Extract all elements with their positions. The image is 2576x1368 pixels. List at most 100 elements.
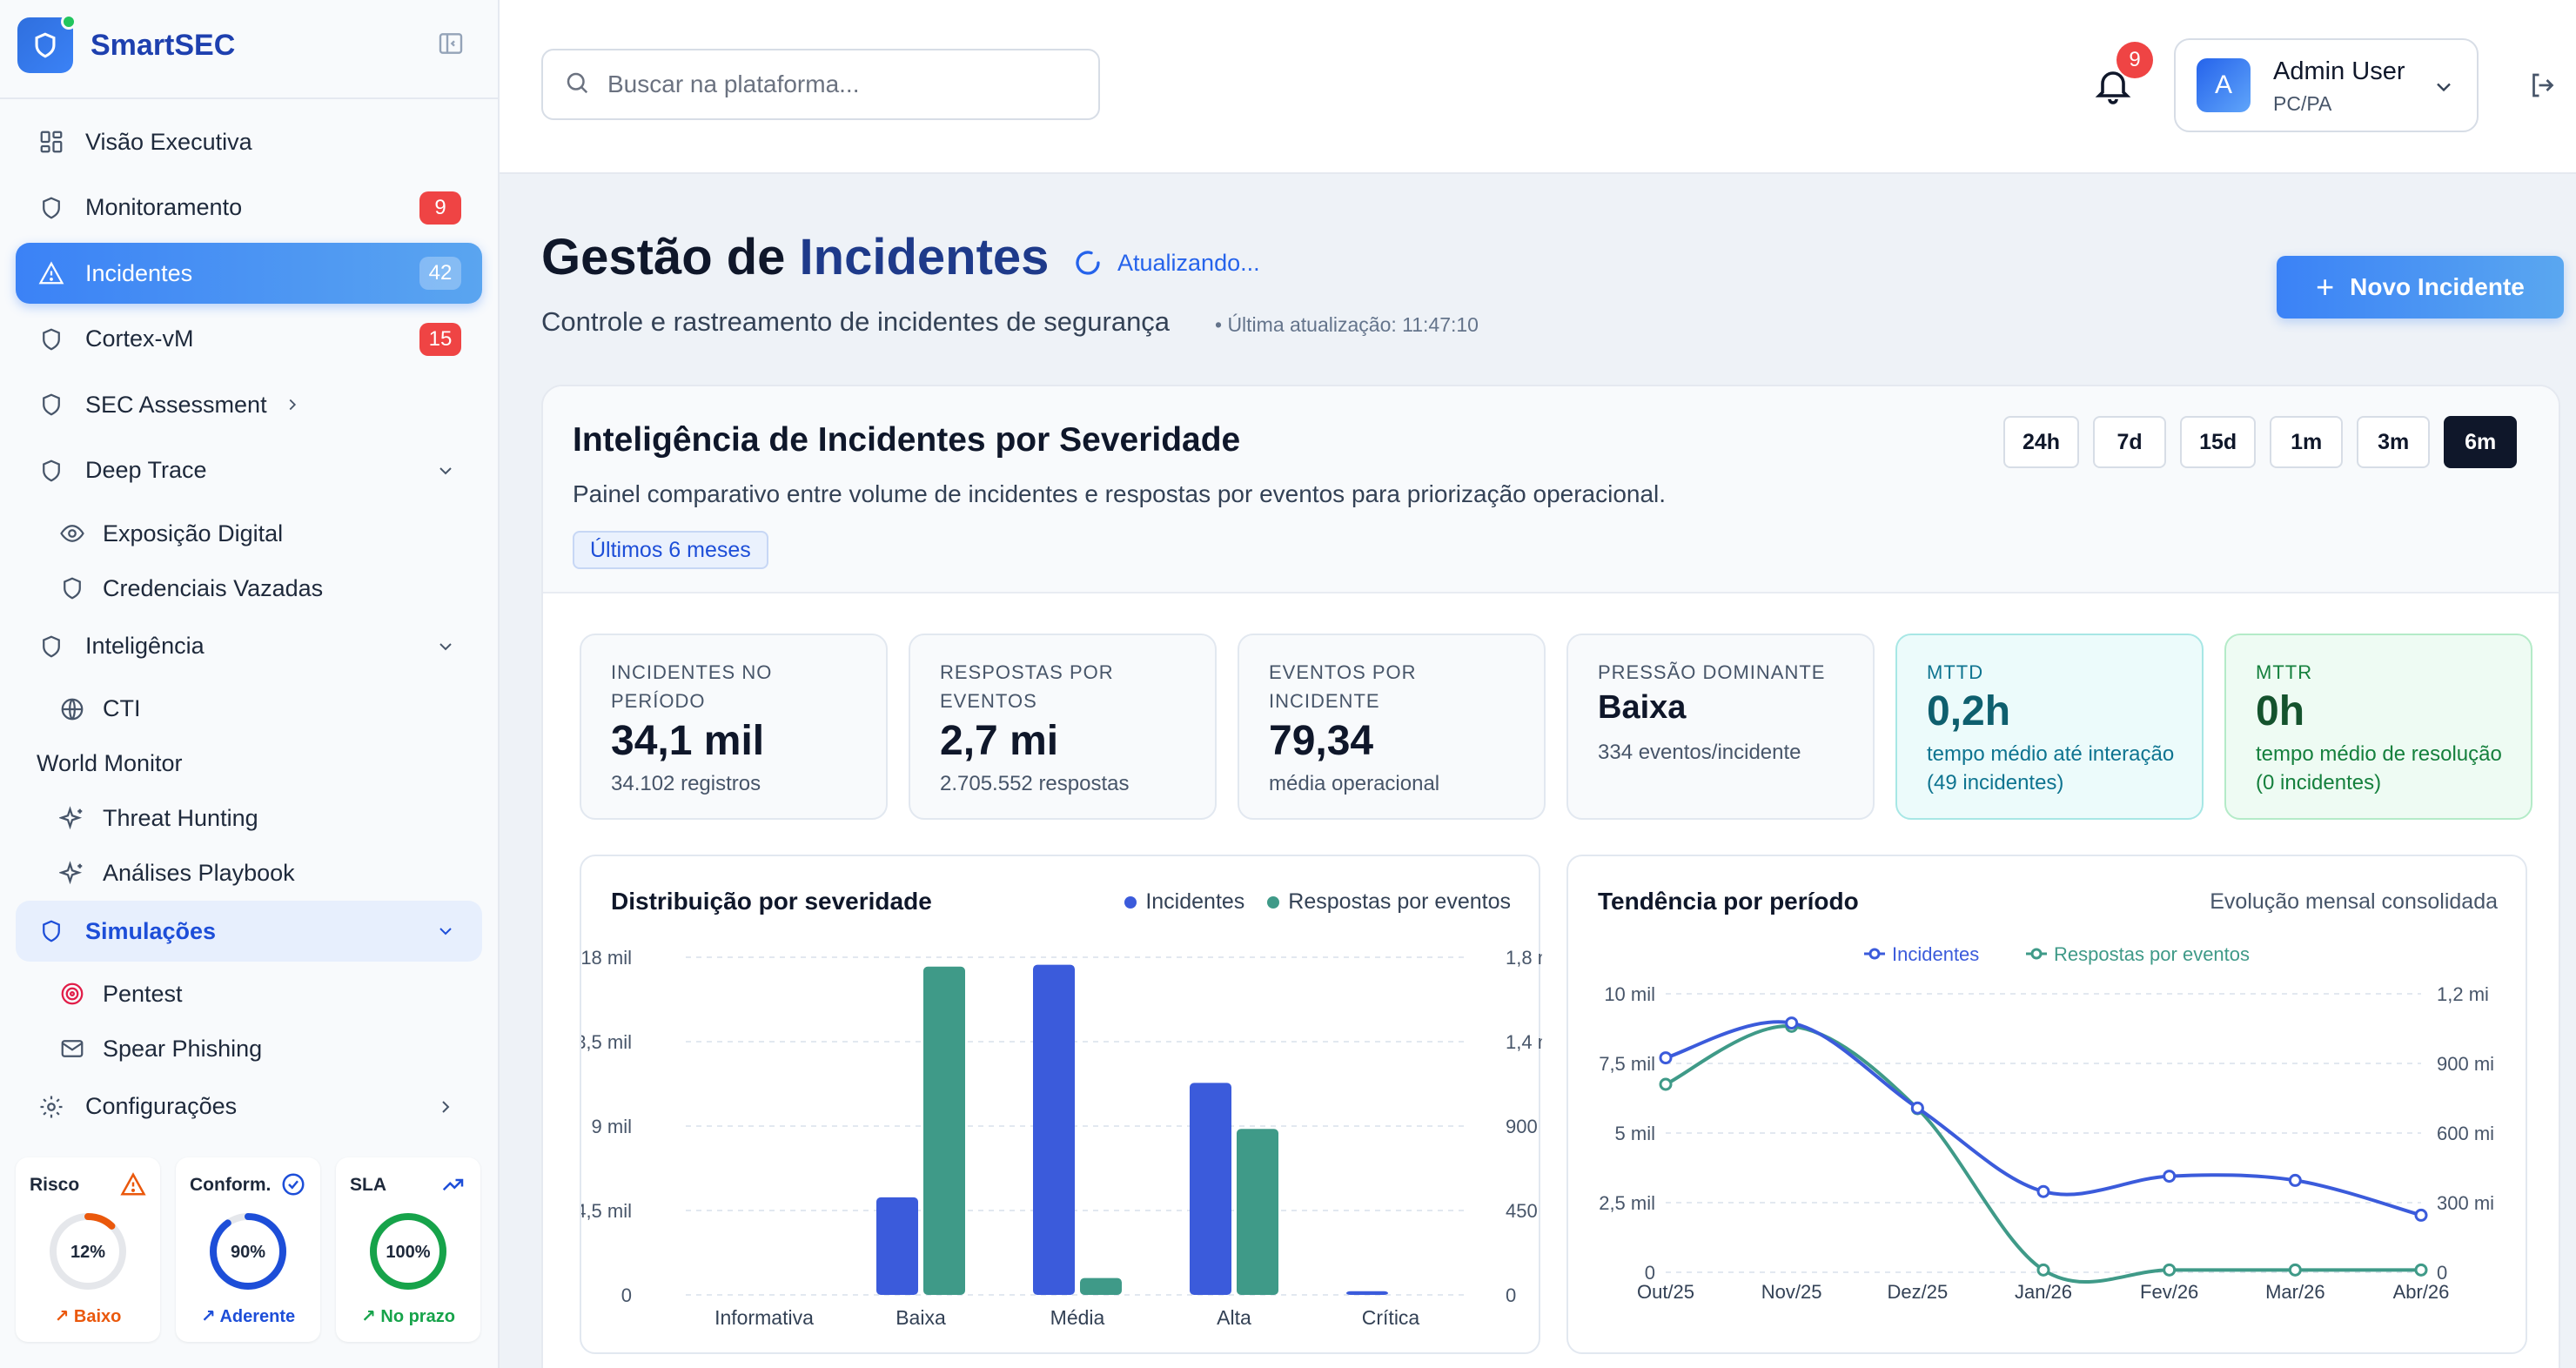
brand[interactable]: SmartSEC [17, 14, 236, 75]
eye-icon [57, 519, 87, 548]
kpi-label: Incidentes no período [611, 661, 773, 712]
sidebar-item-label: Monitoramento [85, 194, 243, 221]
y-left-tick-label: 4,5 mil [581, 1200, 632, 1222]
range-1m-button[interactable]: 1m [2270, 416, 2344, 468]
brand-name: SmartSEC [91, 28, 236, 62]
sidebar-item-label: Configurações [85, 1093, 238, 1120]
y-left-tick-label: 13,5 mil [581, 1031, 632, 1053]
logout-icon[interactable] [2527, 70, 2559, 101]
card-description: Painel comparativo entre volume de incid… [573, 480, 1667, 507]
chevron-right-icon [283, 395, 302, 414]
count-badge: 15 [419, 322, 461, 356]
shield-icon [37, 325, 66, 354]
incidents-point [1785, 1016, 1799, 1030]
shield-icon [57, 573, 87, 603]
range-7d-button[interactable]: 7d [2093, 416, 2167, 468]
sidebar-item-label: Análises Playbook [103, 860, 295, 887]
y-right-tick-label: 300 mi [2437, 1192, 2494, 1214]
kpi-sub: tempo médio até interação (49 incidentes… [1927, 742, 2175, 795]
compliance-card[interactable]: Conform. 90% ↗ Aderente [176, 1157, 320, 1342]
legend-label-responses: Respostas por eventos [1288, 889, 1511, 914]
card-header: Inteligência de Incidentes por Severidad… [543, 386, 2559, 593]
sidebar-item-simulacoes[interactable]: Simulações [16, 901, 482, 962]
sidebar-item-analises-playbook[interactable]: Análises Playbook [16, 846, 482, 901]
search-box[interactable] [541, 49, 1100, 120]
kpi-sub: 334 eventos/incidente [1598, 741, 1801, 764]
user-menu[interactable]: A Admin User PC/PA [2174, 38, 2479, 132]
range-24h-button[interactable]: 24h [2003, 416, 2080, 468]
search-input[interactable] [607, 70, 1077, 98]
updating-text: Atualizando... [1117, 249, 1260, 276]
risk-card[interactable]: Risco 12% ↗ Baixo [16, 1157, 160, 1342]
online-status-dot [61, 14, 77, 30]
range-6m-button[interactable]: 6m [2444, 416, 2518, 468]
mini-card-value: 90% [230, 1243, 266, 1262]
page-title: Gestão de Incidentes [541, 228, 1049, 286]
mini-card-value: 100% [386, 1243, 431, 1262]
sla-card[interactable]: SLA 100% ↗ No prazo [336, 1157, 480, 1342]
sidebar-item-cti[interactable]: CTI [16, 681, 482, 736]
sidebar-item-label: Cortex-vM [85, 325, 194, 352]
range-15d-button[interactable]: 15d [2180, 416, 2257, 468]
shield-icon [37, 916, 66, 946]
sidebar-item-label: Credenciais Vazadas [103, 574, 324, 601]
sidebar-item-inteligencia[interactable]: Inteligência [16, 616, 482, 677]
chart-legend: Incidentes Respostas por eventos [1124, 889, 1511, 915]
sidebar-item-configuracoes[interactable]: Configurações [16, 1076, 482, 1137]
sidebar: SmartSEC Visão Executiva Monitoramento 9… [0, 0, 500, 1368]
sidebar-item-deep-trace[interactable]: Deep Trace [16, 440, 482, 501]
kpi-value: 34,1 mil [611, 718, 765, 764]
kpi-row: Incidentes no período 34,1 mil 34.102 re… [580, 634, 2532, 820]
kpi-label: Pressão dominante [1598, 661, 1826, 683]
sidebar-item-cortex-vm[interactable]: Cortex-vM 15 [16, 309, 482, 370]
kpi-value: 2,7 mi [940, 718, 1059, 764]
spinner-icon [1076, 251, 1100, 275]
y-right-tick-label: 1,4 mi [1506, 1031, 1542, 1053]
check-circle-icon [280, 1171, 306, 1197]
user-name: Admin User [2273, 57, 2405, 85]
search-icon [564, 70, 590, 100]
kpi-value: 0h [2256, 688, 2305, 734]
sidebar-item-exposicao-digital[interactable]: Exposição Digital [16, 506, 482, 561]
notification-count-badge: 9 [2116, 42, 2153, 78]
sidebar-item-incidentes[interactable]: Incidentes 42 [16, 243, 482, 305]
responses-point [2036, 1263, 2050, 1277]
sidebar-item-pentest[interactable]: Pentest [16, 967, 482, 1022]
sidebar-item-label: World Monitor [37, 750, 183, 777]
bell-icon[interactable] [2092, 64, 2134, 106]
sidebar-item-spear-phishing[interactable]: Spear Phishing [16, 1022, 482, 1076]
sidebar-item-sec-assessment[interactable]: SEC Assessment [16, 374, 482, 435]
kpi-incidents: Incidentes no período 34,1 mil 34.102 re… [580, 634, 888, 820]
sidebar-item-credenciais-vazadas[interactable]: Credenciais Vazadas [16, 561, 482, 616]
incidents-point [1910, 1101, 1924, 1115]
sidebar-item-threat-hunting[interactable]: Threat Hunting [16, 791, 482, 846]
page-subtitle: Controle e rastreamento de incidentes de… [541, 306, 1171, 337]
y-left-tick-label: 0 [621, 1284, 632, 1306]
legend-marker-incidents [1868, 948, 1881, 960]
sidebar-nav: Visão Executiva Monitoramento 9 Incident… [16, 111, 482, 1142]
last-update: • Última atualização: 11:47:10 [1215, 313, 1479, 336]
legend-dot-incidents [1124, 895, 1137, 909]
x-tick-label: Mar/26 [2265, 1281, 2324, 1303]
bar-responses [923, 966, 965, 1295]
sidebar-item-visao-executiva[interactable]: Visão Executiva [16, 111, 482, 172]
top-bar: 9 A Admin User PC/PA [500, 0, 2576, 174]
kpi-value: Baixa [1598, 689, 1687, 726]
shield-icon [37, 193, 66, 223]
y-left-tick-label: 18 mil [581, 947, 632, 969]
incidents-point [2036, 1184, 2050, 1198]
y-left-tick-label: 5 mil [1615, 1123, 1655, 1144]
new-incident-button[interactable]: + Novo Incidente [2277, 256, 2564, 319]
x-tick-label: Abr/26 [2393, 1281, 2450, 1303]
sidebar-item-monitoramento[interactable]: Monitoramento 9 [16, 178, 482, 238]
sidebar-item-world-monitor[interactable]: World Monitor [16, 736, 482, 791]
collapse-sidebar-icon[interactable] [437, 30, 465, 57]
kpi-label: MTTR [2256, 661, 2313, 683]
chart-title: Distribuição por severidade [611, 888, 932, 915]
incidents-point [2163, 1170, 2177, 1184]
chevron-down-icon [435, 636, 456, 657]
range-selector: 24h 7d 15d 1m 3m 6m [2003, 416, 2518, 468]
warning-icon [37, 258, 66, 288]
bar-incidents [1190, 1083, 1231, 1295]
range-3m-button[interactable]: 3m [2357, 416, 2431, 468]
